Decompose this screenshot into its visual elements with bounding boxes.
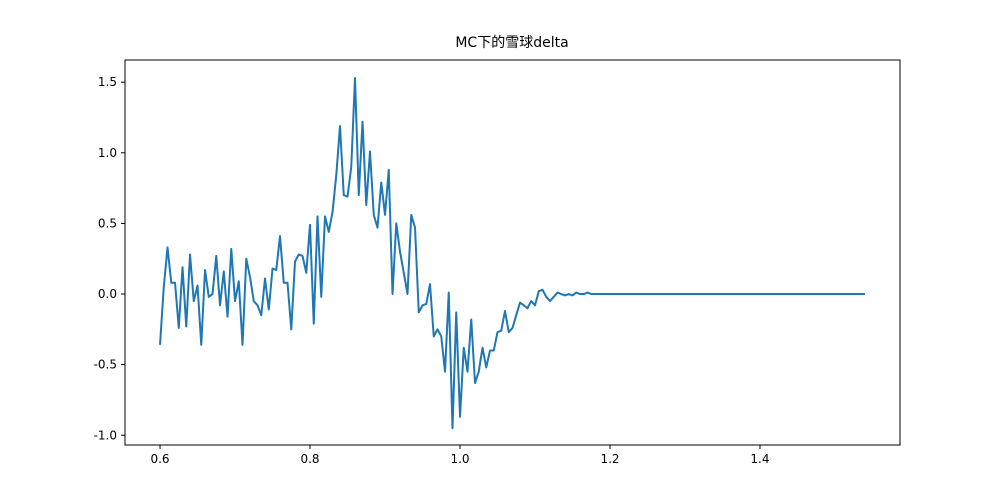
x-tick-label: 0.6	[150, 452, 169, 466]
x-tick-label: 1.0	[450, 452, 469, 466]
y-tick-label: 1.5	[98, 75, 117, 89]
y-tick-label: -0.5	[94, 358, 117, 372]
plot-frame	[124, 59, 901, 446]
chart-title: MC下的雪球delta	[455, 35, 568, 51]
y-tick-label: 0.5	[98, 216, 117, 230]
y-tick-label: -1.0	[94, 428, 117, 442]
data-line	[159, 76, 865, 430]
x-tick-label: 1.2	[600, 452, 619, 466]
x-tick-label: 1.4	[750, 452, 769, 466]
x-tick-label: 0.8	[300, 452, 319, 466]
y-tick-label: 1.0	[98, 146, 117, 160]
y-tick-label: 0.0	[98, 287, 117, 301]
